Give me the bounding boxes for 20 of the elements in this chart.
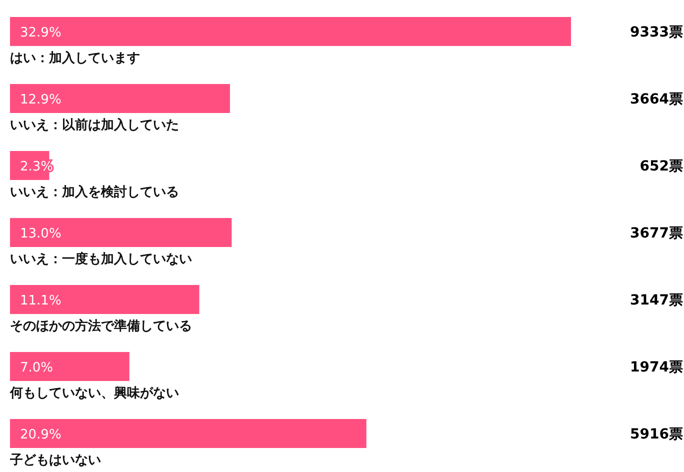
y-tick-label: はい：加入しています [10, 50, 140, 66]
text: 5916票 [630, 426, 683, 442]
data-label: 32.9% [20, 26, 62, 40]
text: 3677票 [630, 226, 683, 242]
y-tick-label: いいえ：一度も加入していない [10, 251, 192, 267]
data-label: 7.0% [20, 360, 54, 376]
y-tick-label: 子どもはいない [9, 453, 101, 468]
text: 3664票 [630, 92, 683, 108]
data-label: 13.0% [20, 226, 62, 242]
y-tick-label: そのほかの方法で準備している [10, 318, 192, 334]
text: 9333票 [630, 24, 683, 40]
text: 652票 [640, 158, 683, 174]
y-tick-label: 何もしていない、興味がない [9, 386, 179, 401]
y-tick-label: いいえ：以前は加入していた [10, 117, 179, 133]
text: 3147票 [630, 292, 683, 308]
data-label: 20.9% [20, 428, 62, 442]
data-label: 12.9% [20, 92, 62, 108]
y-tick-label: いいえ：加入を検討している [10, 184, 179, 200]
text: 1974票 [630, 360, 683, 376]
data-label: 11.1% [20, 294, 62, 308]
